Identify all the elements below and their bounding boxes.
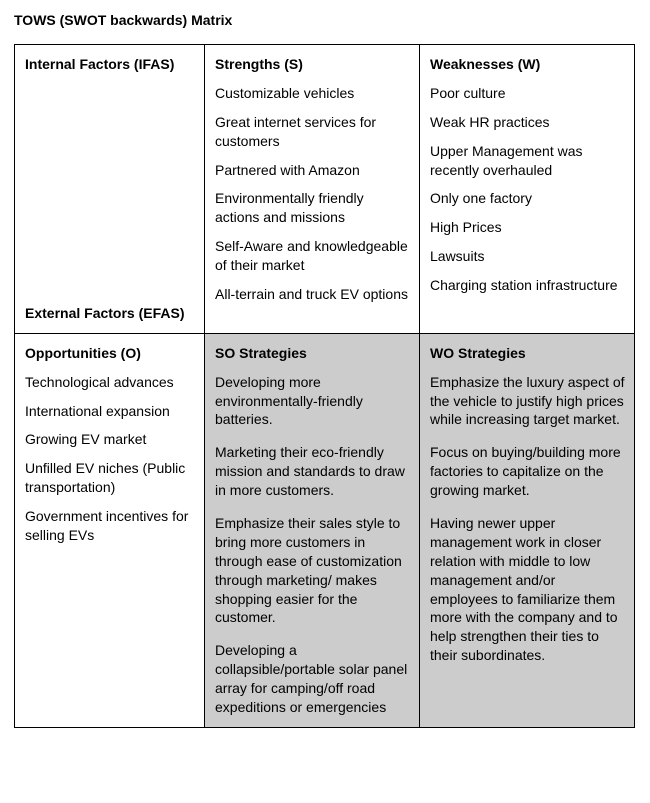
list-item: Self-Aware and knowledgeable of their ma… [215,237,411,275]
list-item: Having newer upper management work in cl… [430,514,626,665]
opportunities-header: Opportunities (O) [25,344,196,363]
list-item: International expansion [25,402,196,421]
external-factors-header: External Factors (EFAS) [25,304,196,323]
list-item: Great internet services for customers [215,113,411,151]
list-item: Developing more environmentally-friendly… [215,373,411,430]
strengths-cell: Strengths (S) Customizable vehicles Grea… [205,45,420,334]
table-row: Internal Factors (IFAS) External Factors… [15,45,635,334]
list-item: Emphasize their sales style to bring mor… [215,514,411,627]
weaknesses-header: Weaknesses (W) [430,55,626,74]
tows-matrix-table: Internal Factors (IFAS) External Factors… [14,44,635,728]
list-item: High Prices [430,218,626,237]
list-item: Environmentally friendly actions and mis… [215,189,411,227]
page-title: TOWS (SWOT backwards) Matrix [14,12,636,28]
opportunities-cell: Opportunities (O) Technological advances… [15,333,205,727]
strengths-header: Strengths (S) [215,55,411,74]
factors-cell: Internal Factors (IFAS) External Factors… [15,45,205,334]
list-item: All-terrain and truck EV options [215,285,411,304]
table-row: Opportunities (O) Technological advances… [15,333,635,727]
list-item: Government incentives for selling EVs [25,507,196,545]
list-item: Weak HR practices [430,113,626,132]
so-strategies-header: SO Strategies [215,344,411,363]
list-item: Only one factory [430,189,626,208]
list-item: Poor culture [430,84,626,103]
list-item: Customizable vehicles [215,84,411,103]
internal-factors-header: Internal Factors (IFAS) [25,55,196,74]
list-item: Growing EV market [25,430,196,449]
list-item: Charging station infrastructure [430,276,626,295]
list-item: Marketing their eco-friendly mission and… [215,443,411,500]
list-item: Lawsuits [430,247,626,266]
list-item: Technological advances [25,373,196,392]
list-item: Unfilled EV niches (Public transportatio… [25,459,196,497]
weaknesses-cell: Weaknesses (W) Poor culture Weak HR prac… [420,45,635,334]
list-item: Developing a collapsible/portable solar … [215,641,411,717]
so-strategies-cell: SO Strategies Developing more environmen… [205,333,420,727]
list-item: Partnered with Amazon [215,161,411,180]
wo-strategies-cell: WO Strategies Emphasize the luxury aspec… [420,333,635,727]
list-item: Upper Management was recently overhauled [430,142,626,180]
list-item: Focus on buying/building more factories … [430,443,626,500]
wo-strategies-header: WO Strategies [430,344,626,363]
list-item: Emphasize the luxury aspect of the vehic… [430,373,626,430]
